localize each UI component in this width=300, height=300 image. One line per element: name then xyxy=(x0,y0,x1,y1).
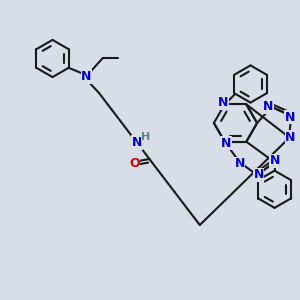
Text: N: N xyxy=(285,131,296,144)
Text: N: N xyxy=(254,168,264,182)
Text: N: N xyxy=(132,136,142,149)
Text: N: N xyxy=(81,70,92,83)
Text: N: N xyxy=(218,96,228,109)
Text: N: N xyxy=(221,137,231,150)
Text: H: H xyxy=(141,132,150,142)
Text: N: N xyxy=(263,100,274,113)
Text: O: O xyxy=(129,157,140,170)
Text: N: N xyxy=(234,157,245,170)
Text: N: N xyxy=(285,111,295,124)
Text: N: N xyxy=(269,154,280,167)
